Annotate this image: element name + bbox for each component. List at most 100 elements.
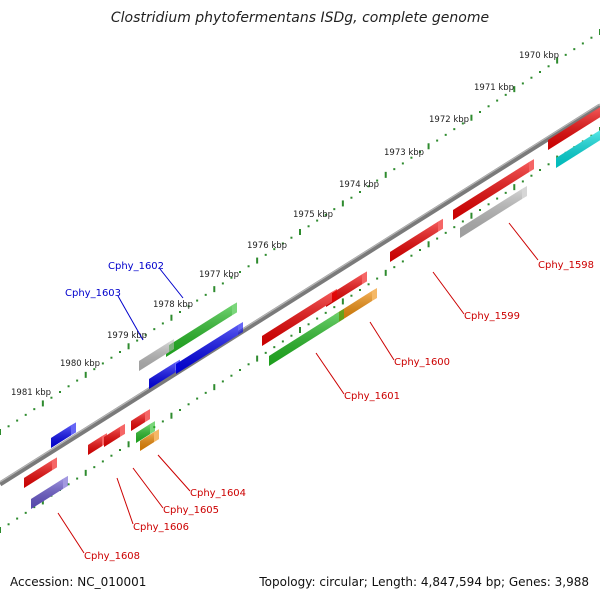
ruler-dot: [564, 53, 567, 56]
ruler-dot: [33, 506, 36, 509]
ruler-dot: [307, 323, 310, 326]
ruler-dot: [393, 168, 396, 171]
ruler-dot: [59, 391, 61, 393]
kbp-label: 1974 kbp: [339, 180, 379, 190]
gene-red: [262, 288, 337, 346]
ruler-dot: [221, 380, 224, 383]
gene-label[interactable]: Cphy_1604: [190, 488, 246, 499]
ruler-major-tick: [513, 184, 516, 191]
leader-line: [159, 268, 184, 299]
ruler-dot: [153, 328, 156, 331]
kbp-label: 1970 kbp: [519, 51, 559, 61]
gene-label[interactable]: Cphy_1608: [84, 551, 140, 562]
gene-purple: [31, 475, 68, 509]
ruler-dot: [161, 420, 164, 423]
gene-features: [24, 107, 600, 509]
gene-label[interactable]: Cphy_1606: [133, 522, 189, 533]
ruler-dot: [444, 133, 447, 136]
ruler-dot: [247, 363, 250, 366]
kbp-label: 1979 kbp: [107, 331, 147, 341]
ruler-dot: [436, 139, 439, 142]
gene-label[interactable]: Cphy_1598: [538, 260, 594, 271]
ruler-dot: [196, 397, 199, 400]
kbp-label: 1972 kbp: [429, 115, 469, 125]
ruler-major-tick: [127, 343, 130, 350]
kbp-label: 1973 kbp: [384, 148, 424, 158]
kbp-labels: 1970 kbp 1971 kbp 1972 kbp 1973 kbp 1974 kbp…: [11, 51, 559, 398]
ruler-major-tick: [84, 469, 87, 476]
kbp-label: 1975 kbp: [293, 210, 333, 220]
ruler-dot: [530, 174, 533, 177]
ruler-dot: [110, 356, 113, 359]
ruler-major-tick: [384, 269, 387, 276]
ruler-dot: [230, 374, 233, 377]
ruler-dot: [24, 413, 27, 416]
ruler-major-tick: [299, 229, 301, 235]
ruler-dot: [539, 71, 541, 73]
gene-label[interactable]: Cphy_1602: [108, 261, 164, 272]
ruler-major-tick: [470, 212, 473, 219]
ruler-major-tick: [427, 143, 430, 150]
leader-line: [315, 352, 345, 395]
ruler-dot: [101, 362, 104, 365]
ruler-dot: [230, 276, 233, 279]
ruler-major-tick: [0, 429, 1, 435]
genome-backbone: [0, 103, 600, 487]
ruler-dot: [487, 105, 490, 108]
ruler-major-tick: [427, 241, 430, 248]
kbp-label: 1980 kbp: [60, 359, 100, 369]
ruler-dot: [453, 226, 456, 229]
gene-label[interactable]: Cphy_1605: [163, 505, 219, 516]
ruler-dot: [7, 523, 10, 526]
ruler-dot: [33, 408, 36, 411]
ruler-dot: [333, 208, 336, 211]
ruler-dot: [76, 477, 79, 480]
gene-cyan: [556, 130, 600, 168]
ruler-dot: [101, 460, 104, 463]
leader-line: [132, 467, 164, 509]
kbp-label: 1981 kbp: [11, 388, 51, 398]
ruler-dot: [264, 253, 267, 256]
ruler-dot: [76, 379, 79, 382]
ruler-dot: [179, 311, 181, 313]
ruler-dot: [393, 266, 396, 269]
gene-red: [104, 423, 125, 447]
ruler-dot: [359, 191, 361, 193]
ruler-dot: [350, 294, 353, 297]
ruler-dot: [24, 511, 27, 514]
ruler-dot: [333, 306, 336, 309]
ruler-major-tick: [170, 314, 173, 321]
map-title: Clostridium phytofermentans ISDg, comple…: [110, 10, 490, 26]
ruler-dot: [324, 213, 327, 216]
ruler-dot: [401, 260, 404, 263]
kbp-label: 1977 kbp: [199, 270, 239, 280]
ruler-dot: [496, 197, 499, 200]
ruler-dot: [239, 369, 241, 371]
gene-label[interactable]: Cphy_1603: [65, 288, 121, 299]
gene-green: [269, 308, 344, 366]
ruler-dot: [479, 209, 481, 211]
ruler-dot: [119, 449, 121, 451]
ruler-major-tick: [384, 171, 387, 178]
kbp-label: 1971 kbp: [474, 83, 514, 93]
ruler-dot: [93, 368, 96, 371]
ruler-dot: [461, 122, 464, 125]
ruler-major-tick: [84, 371, 87, 378]
ruler-major-tick: [127, 441, 130, 448]
gene-label[interactable]: Cphy_1600: [394, 357, 450, 368]
ruler-major-tick: [470, 114, 473, 121]
ruler-dot: [444, 231, 447, 234]
gene-label[interactable]: Cphy_1601: [344, 391, 400, 402]
ruler-dot: [264, 351, 267, 354]
ruler-dot: [521, 180, 524, 183]
ruler-dot: [307, 225, 310, 228]
ruler-dot: [461, 220, 464, 223]
ruler-dot: [316, 317, 319, 320]
ruler-dot: [281, 340, 284, 343]
ruler-dot: [179, 409, 181, 411]
ruler-dot: [7, 425, 10, 428]
gene-label[interactable]: Cphy_1599: [464, 311, 520, 322]
ruler-dot: [436, 237, 439, 240]
ruler-dot: [453, 128, 456, 131]
ruler-dot: [521, 82, 524, 85]
